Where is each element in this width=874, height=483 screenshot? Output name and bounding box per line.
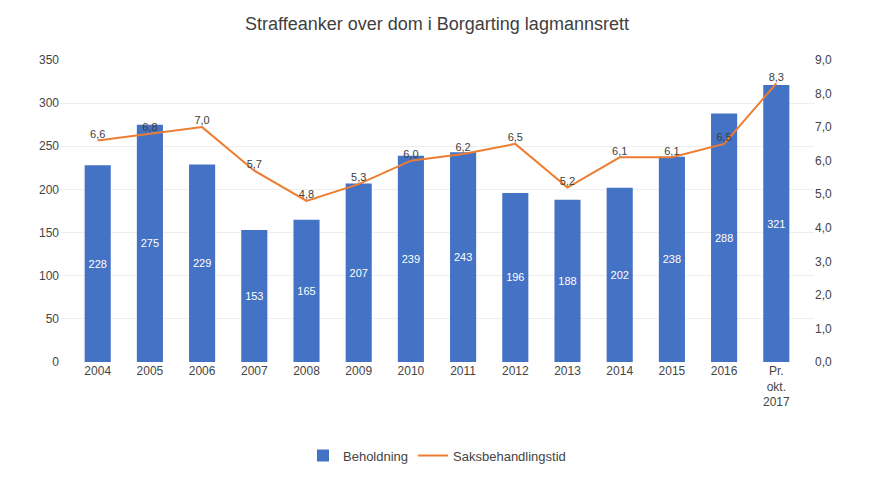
- svg-text:Pr.okt.2017: Pr.okt.2017: [763, 364, 790, 409]
- svg-text:2014: 2014: [606, 364, 633, 378]
- svg-text:2007: 2007: [241, 364, 268, 378]
- svg-text:165: 165: [297, 285, 315, 297]
- svg-text:207: 207: [350, 267, 368, 279]
- svg-text:243: 243: [454, 251, 472, 263]
- svg-text:2011: 2011: [450, 364, 476, 378]
- svg-text:6,8: 6,8: [142, 121, 157, 133]
- svg-text:0: 0: [52, 355, 59, 369]
- svg-text:238: 238: [663, 253, 681, 265]
- svg-text:1,0: 1,0: [815, 322, 832, 336]
- svg-text:2013: 2013: [554, 364, 581, 378]
- svg-text:288: 288: [715, 232, 733, 244]
- svg-text:2015: 2015: [659, 364, 686, 378]
- svg-text:Saksbehandlingstid: Saksbehandlingstid: [453, 449, 566, 464]
- svg-text:Straffeanker over dom i Borgar: Straffeanker over dom i Borgarting lagma…: [245, 14, 629, 34]
- svg-text:239: 239: [402, 253, 420, 265]
- svg-text:2,0: 2,0: [815, 288, 832, 302]
- svg-text:188: 188: [558, 275, 576, 287]
- svg-text:7,0: 7,0: [815, 120, 832, 134]
- svg-text:5,0: 5,0: [815, 187, 832, 201]
- svg-text:196: 196: [506, 271, 524, 283]
- svg-text:9,0: 9,0: [815, 53, 832, 67]
- svg-text:3,0: 3,0: [815, 255, 832, 269]
- svg-text:202: 202: [611, 269, 629, 281]
- svg-text:100: 100: [39, 269, 59, 283]
- svg-text:8,0: 8,0: [815, 87, 832, 101]
- svg-text:2008: 2008: [293, 364, 320, 378]
- svg-text:6,5: 6,5: [508, 131, 523, 143]
- svg-text:4,8: 4,8: [299, 188, 314, 200]
- svg-text:300: 300: [39, 96, 59, 110]
- svg-text:321: 321: [767, 218, 785, 230]
- svg-text:150: 150: [39, 226, 59, 240]
- svg-text:6,2: 6,2: [455, 141, 470, 153]
- svg-text:6,1: 6,1: [664, 145, 679, 157]
- svg-text:8,3: 8,3: [769, 71, 784, 83]
- svg-text:2016: 2016: [711, 364, 738, 378]
- svg-text:2012: 2012: [502, 364, 529, 378]
- svg-text:6,0: 6,0: [815, 154, 832, 168]
- svg-text:2009: 2009: [345, 364, 372, 378]
- svg-text:250: 250: [39, 139, 59, 153]
- svg-text:5,2: 5,2: [560, 175, 575, 187]
- svg-text:5,7: 5,7: [247, 158, 262, 170]
- svg-text:228: 228: [89, 258, 107, 270]
- svg-text:4,0: 4,0: [815, 221, 832, 235]
- svg-text:0,0: 0,0: [815, 355, 832, 369]
- svg-text:350: 350: [39, 53, 59, 67]
- svg-text:229: 229: [193, 257, 211, 269]
- svg-text:2010: 2010: [398, 364, 425, 378]
- svg-text:2006: 2006: [189, 364, 216, 378]
- svg-text:2004: 2004: [84, 364, 111, 378]
- svg-text:6,1: 6,1: [612, 145, 627, 157]
- svg-text:6,6: 6,6: [90, 128, 105, 140]
- svg-text:5,3: 5,3: [351, 171, 366, 183]
- svg-text:Beholdning: Beholdning: [343, 449, 408, 464]
- svg-text:200: 200: [39, 183, 59, 197]
- svg-text:2005: 2005: [137, 364, 164, 378]
- svg-text:50: 50: [46, 312, 60, 326]
- svg-text:153: 153: [245, 290, 263, 302]
- svg-text:275: 275: [141, 237, 159, 249]
- svg-text:7,0: 7,0: [194, 114, 209, 126]
- svg-text:6,5: 6,5: [716, 131, 731, 143]
- svg-text:6,0: 6,0: [403, 148, 418, 160]
